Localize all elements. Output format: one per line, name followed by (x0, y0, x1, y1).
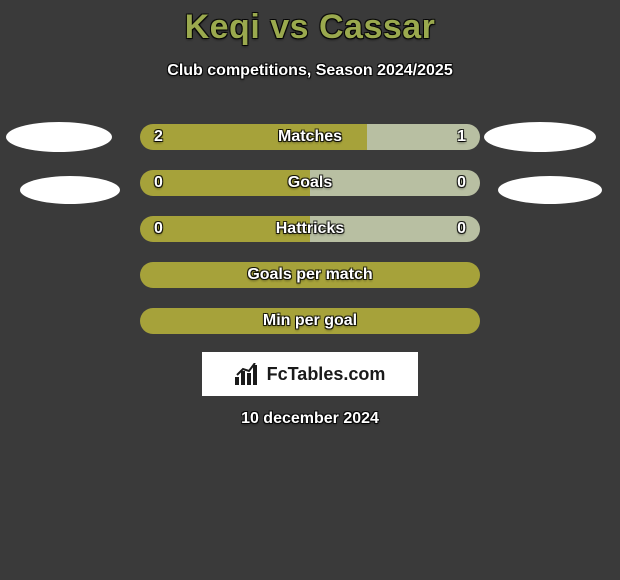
stat-row: Goals per match (140, 262, 480, 288)
logo-text: FcTables.com (267, 364, 386, 385)
stat-bar-left (140, 262, 480, 288)
bar-chart-icon (235, 363, 261, 385)
stat-row: Matches21 (140, 124, 480, 150)
player-right-ellipse-1 (484, 122, 596, 152)
stat-bar-track: Hattricks00 (140, 216, 480, 242)
stat-bar-left (140, 308, 480, 334)
stat-bar-right (310, 216, 480, 242)
stat-bar-right (310, 170, 480, 196)
stat-bar-right (367, 124, 480, 150)
stat-row: Hattricks00 (140, 216, 480, 242)
stat-bar-track: Min per goal (140, 308, 480, 334)
stat-bar-left (140, 170, 310, 196)
player-left-ellipse-2 (20, 176, 120, 204)
player-right-ellipse-2 (498, 176, 602, 204)
stat-bar-left (140, 124, 367, 150)
stat-bar-track: Goals00 (140, 170, 480, 196)
stat-bar-track: Goals per match (140, 262, 480, 288)
subtitle: Club competitions, Season 2024/2025 (0, 62, 620, 80)
comparison-infographic: Keqi vs Cassar Club competitions, Season… (0, 0, 620, 580)
player-left-ellipse-1 (6, 122, 112, 152)
stat-row: Goals00 (140, 170, 480, 196)
page-title: Keqi vs Cassar (0, 8, 620, 47)
stat-bar-left (140, 216, 310, 242)
footer-date: 10 december 2024 (0, 410, 620, 428)
stat-bar-track: Matches21 (140, 124, 480, 150)
stat-row: Min per goal (140, 308, 480, 334)
logo-box: FcTables.com (202, 352, 418, 396)
